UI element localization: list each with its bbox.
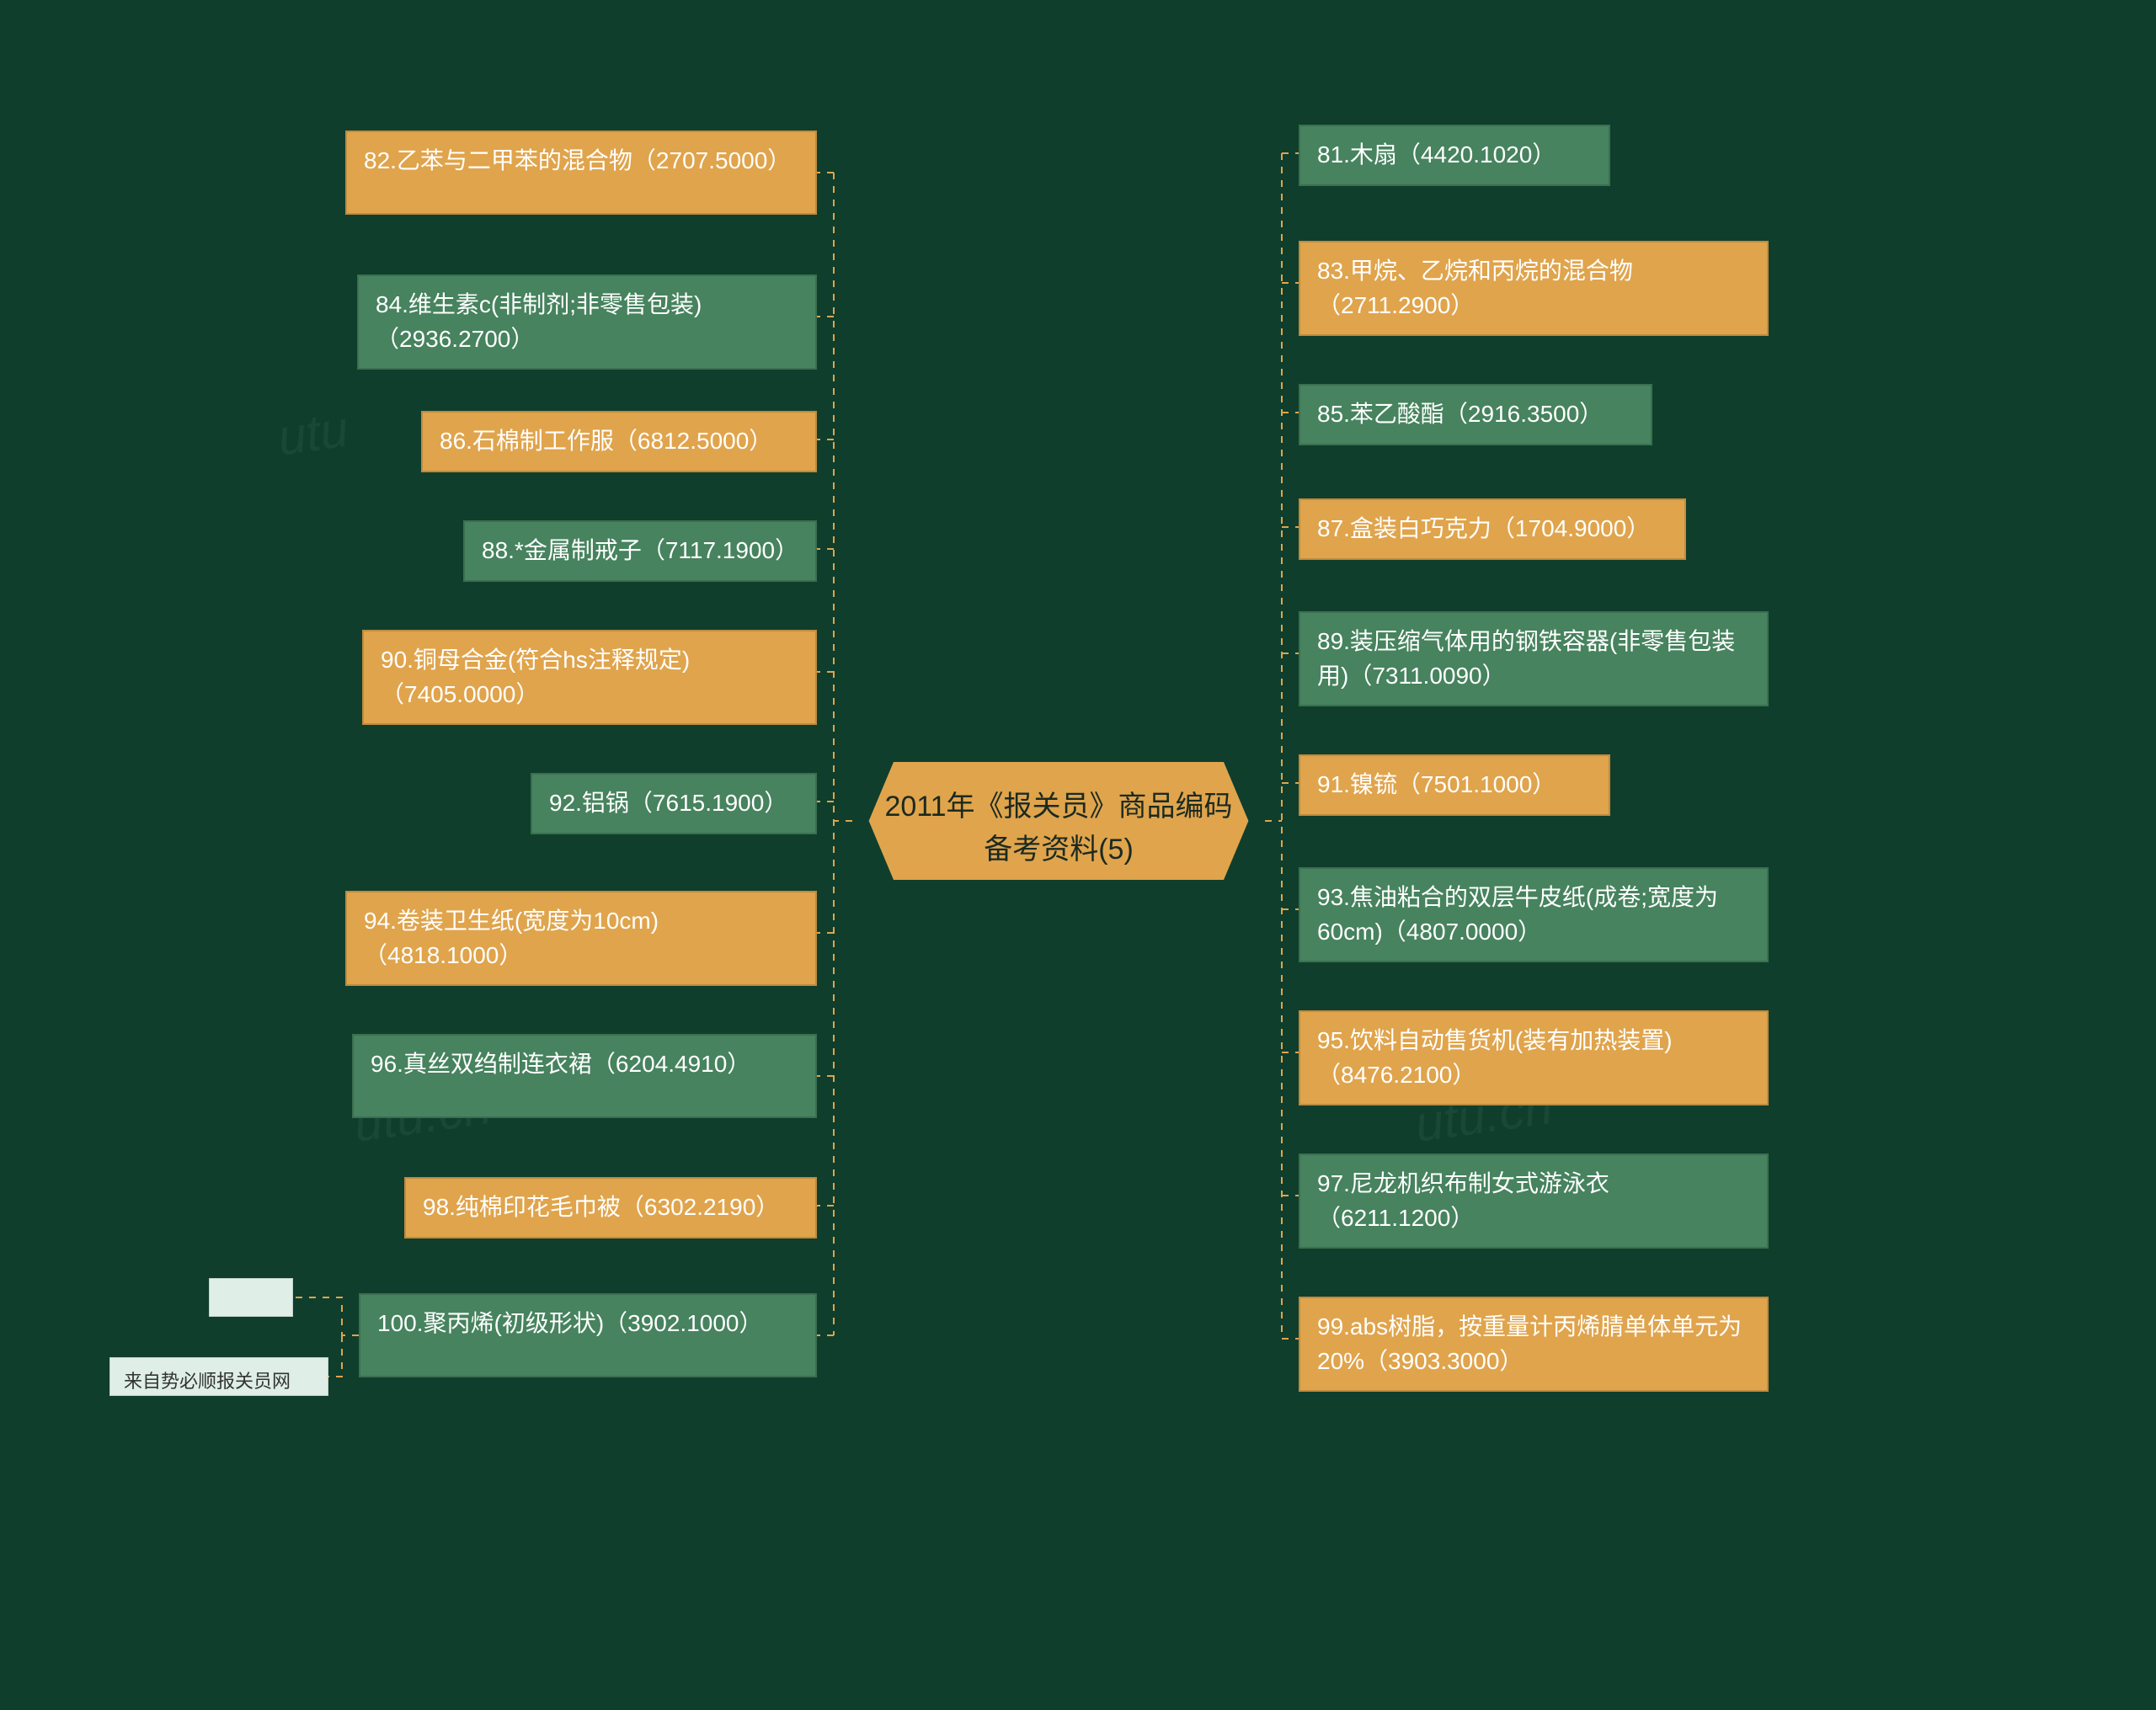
branch-node-n82: 82.乙苯与二甲苯的混合物（2707.5000）	[345, 131, 817, 215]
watermark: utu	[275, 400, 352, 467]
branch-node-label: 85.苯乙酸酯（2916.3500）	[1317, 401, 1603, 427]
branch-node-n91: 91.镍锍（7501.1000）	[1299, 754, 1610, 816]
branch-node-n92: 92.铝锅（7615.1900）	[531, 773, 817, 834]
branch-node-label: 83.甲烷、乙烷和丙烷的混合物（2711.2900）	[1317, 258, 1633, 318]
branch-node-n99: 99.abs树脂，按重量计丙烯腈单体单元为20%（3903.3000）	[1299, 1297, 1769, 1392]
branch-node-label: 100.聚丙烯(初级形状)（3902.1000）	[377, 1310, 763, 1336]
branch-node-label: 94.卷装卫生纸(宽度为10cm)（4818.1000）	[364, 908, 659, 968]
branch-node-label: 84.维生素c(非制剂;非零售包装)（2936.2700）	[376, 291, 702, 352]
branch-node-n89: 89.装压缩气体用的钢铁容器(非零售包装用)（7311.0090）	[1299, 611, 1769, 706]
branch-node-label: 88.*金属制戒子（7117.1900）	[482, 537, 798, 563]
branch-node-label: 89.装压缩气体用的钢铁容器(非零售包装用)（7311.0090）	[1317, 628, 1735, 689]
branch-node-n97: 97.尼龙机织布制女式游泳衣（6211.1200）	[1299, 1153, 1769, 1249]
branch-node-label: 92.铝锅（7615.1900）	[549, 790, 787, 816]
branch-node-label: 81.木扇（4420.1020）	[1317, 141, 1556, 168]
branch-node-n94: 94.卷装卫生纸(宽度为10cm)（4818.1000）	[345, 891, 817, 986]
branch-node-n83: 83.甲烷、乙烷和丙烷的混合物（2711.2900）	[1299, 241, 1769, 336]
child-node-label: 来自势必顺报关员网	[124, 1371, 291, 1392]
branch-node-n93: 93.焦油粘合的双层牛皮纸(成卷;宽度为60cm)（4807.0000）	[1299, 867, 1769, 962]
branch-node-label: 99.abs树脂，按重量计丙烯腈单体单元为20%（3903.3000）	[1317, 1313, 1742, 1374]
branch-node-label: 98.纯棉印花毛巾被（6302.2190）	[423, 1194, 779, 1220]
branch-node-n81: 81.木扇（4420.1020）	[1299, 125, 1610, 186]
branch-node-label: 86.石棉制工作服（6812.5000）	[440, 428, 772, 454]
branch-node-label: 90.铜母合金(符合hs注释规定)（7405.0000）	[381, 647, 690, 707]
branch-node-n88: 88.*金属制戒子（7117.1900）	[463, 520, 817, 582]
branch-node-label: 82.乙苯与二甲苯的混合物（2707.5000）	[364, 147, 791, 173]
branch-node-label: 91.镍锍（7501.1000）	[1317, 771, 1556, 797]
branch-node-n98: 98.纯棉印花毛巾被（6302.2190）	[404, 1177, 817, 1239]
child-node-c1	[209, 1278, 293, 1317]
branch-node-n85: 85.苯乙酸酯（2916.3500）	[1299, 384, 1652, 445]
branch-node-n86: 86.石棉制工作服（6812.5000）	[421, 411, 817, 472]
branch-node-n96: 96.真丝双绉制连衣裙（6204.4910）	[352, 1034, 817, 1118]
branch-node-n95: 95.饮料自动售货机(装有加热装置)（8476.2100）	[1299, 1010, 1769, 1105]
branch-node-n84: 84.维生素c(非制剂;非零售包装)（2936.2700）	[357, 274, 817, 370]
mindmap-canvas: .cnutu.cnutu.cnutu.cn2011年《报关员》商品编码备考资料(…	[0, 0, 2156, 1710]
branch-node-label: 97.尼龙机织布制女式游泳衣（6211.1200）	[1317, 1170, 1609, 1231]
branch-node-label: 93.焦油粘合的双层牛皮纸(成卷;宽度为60cm)（4807.0000）	[1317, 884, 1718, 945]
branch-node-label: 96.真丝双绉制连衣裙（6204.4910）	[371, 1051, 750, 1077]
branch-node-n90: 90.铜母合金(符合hs注释规定)（7405.0000）	[362, 630, 817, 725]
branch-node-label: 95.饮料自动售货机(装有加热装置)（8476.2100）	[1317, 1027, 1673, 1088]
branch-node-n87: 87.盒装白巧克力（1704.9000）	[1299, 498, 1686, 560]
branch-node-n100: 100.聚丙烯(初级形状)（3902.1000）	[359, 1293, 817, 1377]
child-node-c2: 来自势必顺报关员网	[109, 1357, 328, 1396]
center-node-label: 2011年《报关员》商品编码备考资料(5)	[852, 762, 1265, 880]
branch-node-label: 87.盒装白巧克力（1704.9000）	[1317, 515, 1650, 541]
